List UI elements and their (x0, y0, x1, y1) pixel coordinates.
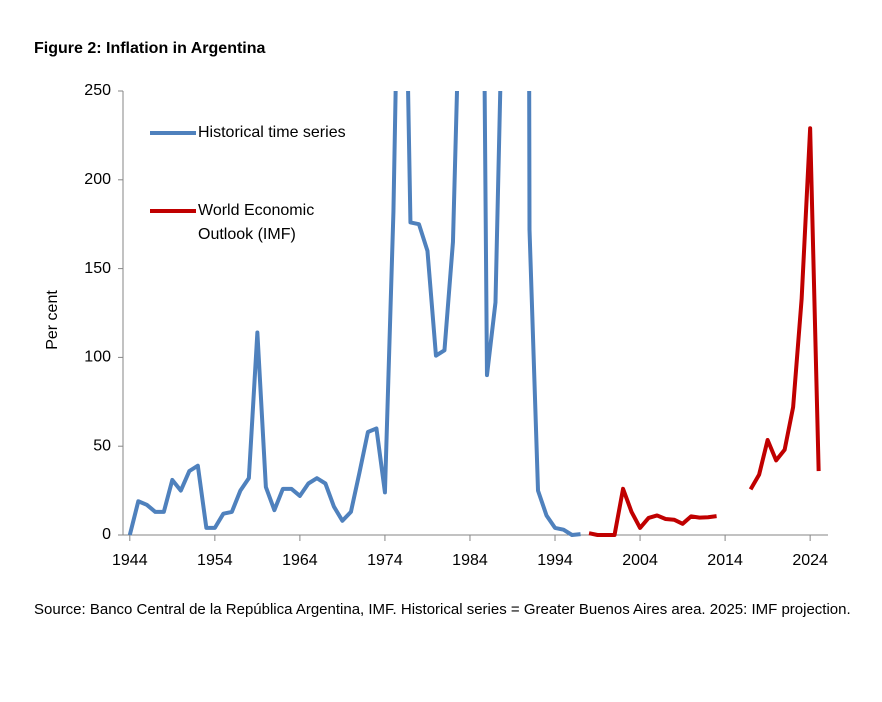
x-tick-label: 1944 (112, 552, 148, 569)
series-line (588, 126, 821, 537)
y-tick-label: 0 (102, 526, 111, 543)
x-tick-label: 1984 (452, 552, 488, 569)
y-tick-label: 250 (84, 82, 111, 99)
series-line (127, 91, 581, 537)
legend-label: World Economic Outlook (IMF) (198, 202, 315, 243)
source-note: Source: Banco Central de la República Ar… (34, 601, 851, 618)
x-tick-label: 2014 (707, 552, 743, 569)
x-tick-label: 1974 (367, 552, 403, 569)
y-tick-label: 50 (93, 437, 111, 454)
x-tick-label: 1964 (282, 552, 318, 569)
legend-label: Historical time series (198, 124, 346, 141)
x-tick-label: 2004 (622, 552, 658, 569)
y-tick-label: 100 (84, 349, 111, 366)
y-tick-label: 150 (84, 260, 111, 277)
chart-title: Figure 2: Inflation in Argentina (34, 40, 266, 57)
chart: Per cent 0 50 100 150 200 250 1944 1954 1964 1974… (44, 82, 828, 569)
y-tick-label: 200 (84, 171, 111, 188)
x-tick-label: 2024 (792, 552, 828, 569)
x-tick-label: 1994 (537, 552, 573, 569)
plot-area (127, 91, 821, 537)
x-tick-label: 1954 (197, 552, 233, 569)
y-axis-label: Per cent (44, 290, 61, 350)
